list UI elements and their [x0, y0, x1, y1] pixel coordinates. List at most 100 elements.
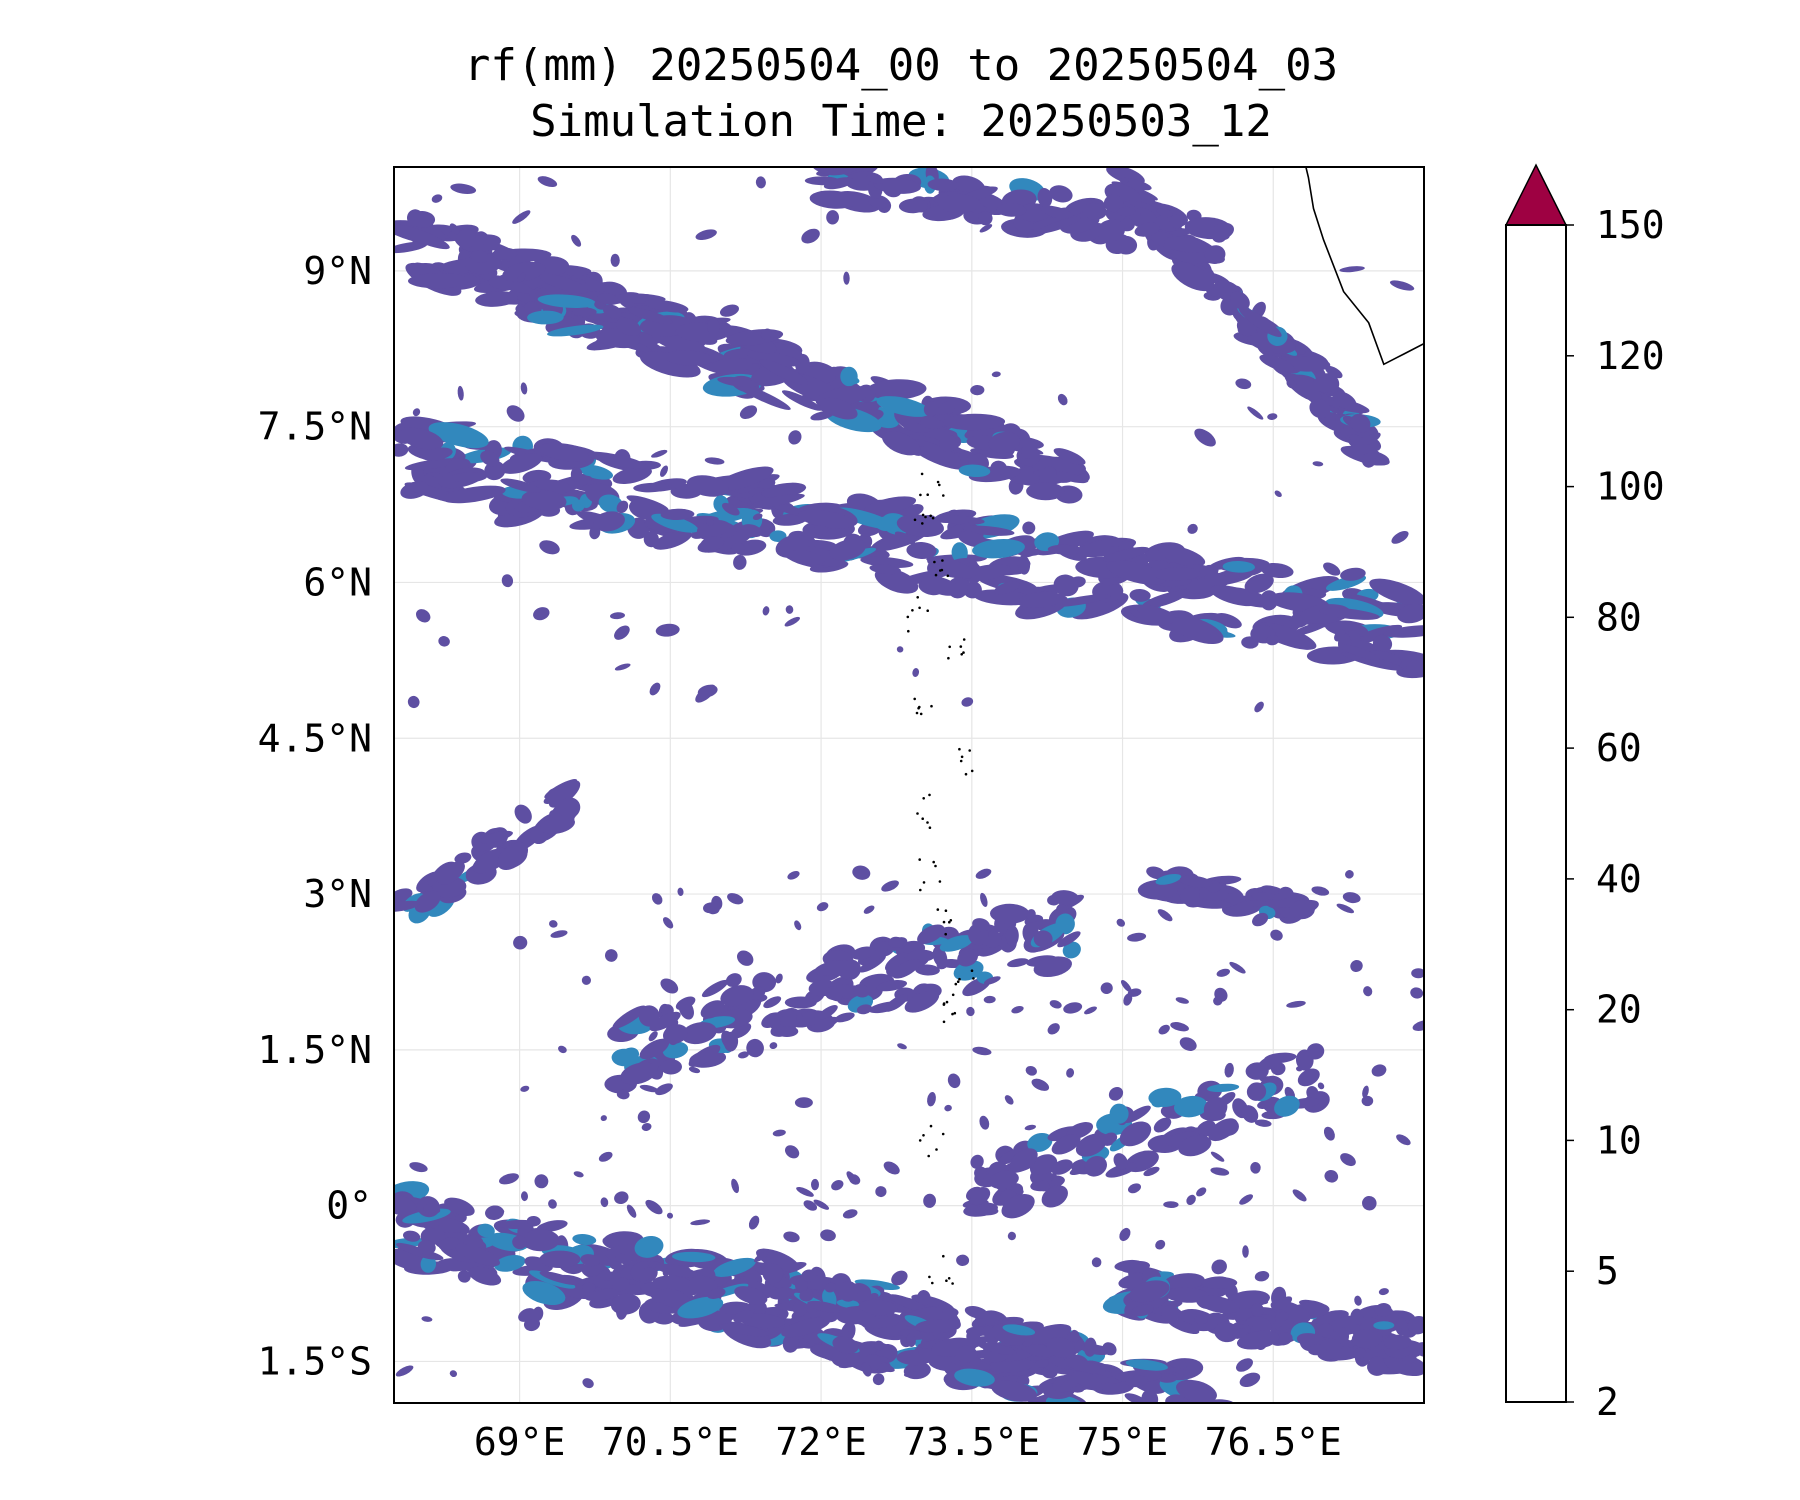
- rain-cell: [616, 500, 629, 514]
- rain-cell: [416, 609, 431, 623]
- rain-cell: [1371, 1064, 1387, 1077]
- rain-cell: [917, 924, 945, 944]
- rain-cell: [450, 472, 487, 483]
- colorbar-tick-label: 100: [1596, 465, 1665, 509]
- rain-cell: [951, 542, 968, 563]
- rain-cell: [648, 1031, 658, 1042]
- rain-cell: [1308, 1344, 1327, 1356]
- rain-cell: [1289, 899, 1315, 920]
- rain-cell: [970, 1186, 991, 1205]
- rain-cell: [1120, 1260, 1151, 1274]
- rain-cell: [1278, 886, 1294, 901]
- rain-cell: [1286, 379, 1297, 389]
- rain-cell: [903, 1371, 924, 1378]
- y-tick-label: 7.5°N: [258, 405, 372, 449]
- rain-cell: [537, 294, 596, 309]
- rain-cell: [1170, 1367, 1189, 1375]
- rain-cell: [704, 457, 725, 465]
- rain-cell: [1047, 1023, 1060, 1035]
- rain-cell: [1270, 929, 1283, 941]
- rain-cell: [896, 646, 904, 653]
- rain-cell: [539, 273, 589, 294]
- rain-cell: [1175, 997, 1189, 1004]
- maldives-atoll: [942, 920, 946, 924]
- rain-cell: [1179, 1037, 1197, 1051]
- rain-cell: [688, 1066, 701, 1074]
- maldives-atoll: [953, 1011, 957, 1015]
- rain-cell: [408, 272, 469, 289]
- rain-cell: [521, 489, 567, 511]
- rain-cell: [1267, 413, 1278, 420]
- rain-cell: [688, 1044, 721, 1067]
- rain-cell: [823, 177, 854, 190]
- rain-cell: [501, 574, 514, 588]
- rain-cell: [1037, 187, 1053, 208]
- rain-cell: [582, 1378, 594, 1389]
- rain-cell: [1306, 1043, 1325, 1060]
- rain-cell: [939, 935, 974, 952]
- rain-cell: [1389, 280, 1415, 291]
- rain-cell: [863, 496, 917, 515]
- rain-cell: [497, 842, 529, 871]
- y-tick-label: 6°N: [303, 560, 372, 604]
- rain-cell: [1130, 1304, 1154, 1317]
- maldives-atoll: [959, 759, 963, 763]
- rain-cell: [1350, 960, 1363, 972]
- y-tick-label: 4.5°N: [258, 716, 372, 760]
- maldives-atoll: [960, 653, 963, 656]
- rain-cell: [534, 1174, 549, 1189]
- rain-cell: [944, 1104, 952, 1112]
- rain-cell: [892, 959, 921, 979]
- rain-cell: [1310, 1310, 1349, 1329]
- rain-cell: [662, 1041, 689, 1059]
- rain-cell: [1242, 1245, 1249, 1258]
- rain-cell: [1252, 912, 1269, 927]
- rain-cell: [868, 1001, 901, 1014]
- rain-cell: [614, 663, 631, 671]
- rain-cell: [1070, 1329, 1080, 1343]
- rain-cell: [1125, 1375, 1148, 1388]
- rain-cell: [1113, 1153, 1128, 1170]
- rain-cell: [1039, 466, 1057, 487]
- rain-cell: [762, 1263, 784, 1284]
- rain-cell: [1340, 1153, 1356, 1167]
- rain-cell: [746, 1038, 764, 1058]
- rain-cell: [1210, 1151, 1225, 1162]
- rain-cell: [1040, 205, 1075, 221]
- rain-cell: [888, 936, 904, 949]
- rain-cell: [1186, 1194, 1196, 1206]
- rain-cell: [654, 1263, 698, 1278]
- rain-cell: [696, 520, 731, 537]
- maldives-atoll: [941, 1132, 945, 1136]
- rain-cell: [836, 1299, 861, 1309]
- rain-cell: [824, 1282, 837, 1293]
- rain-cell: [1208, 1118, 1238, 1142]
- rain-cell: [581, 975, 592, 985]
- rain-cell: [1324, 1170, 1339, 1183]
- rain-cell: [1412, 1020, 1424, 1031]
- rain-cell: [1203, 1097, 1228, 1120]
- rain-cell: [739, 405, 758, 420]
- rain-cell: [954, 1368, 995, 1387]
- maldives-atoll: [938, 483, 941, 487]
- rain-cell: [979, 1115, 990, 1130]
- rain-cell: [1022, 521, 1036, 535]
- rain-cell: [1167, 1318, 1200, 1334]
- rain-cell: [937, 193, 981, 214]
- rain-cell: [869, 1292, 879, 1299]
- rain-cell: [1163, 1201, 1179, 1209]
- rain-cell: [775, 1025, 799, 1038]
- rain-cell: [978, 211, 993, 226]
- rain-cell: [1254, 701, 1264, 713]
- rain-cell: [915, 1319, 960, 1333]
- maldives-atoll: [933, 560, 936, 564]
- rain-cell: [518, 1308, 536, 1322]
- maldives-atoll: [918, 1139, 922, 1142]
- rain-cell: [500, 478, 542, 493]
- rain-cell: [1033, 930, 1053, 948]
- rain-cell: [1116, 918, 1126, 927]
- rain-cell: [1127, 932, 1147, 942]
- rain-cell: [628, 307, 673, 325]
- rain-cell: [1051, 1134, 1081, 1155]
